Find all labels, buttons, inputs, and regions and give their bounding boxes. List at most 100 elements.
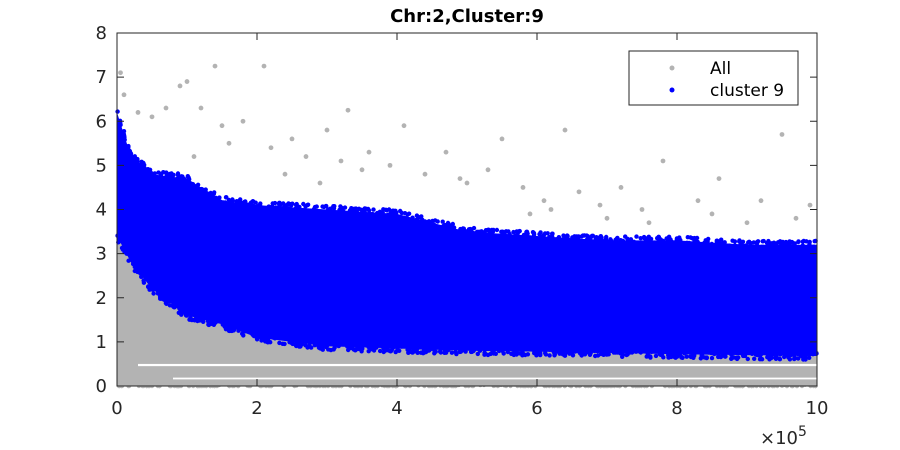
scatter-point: [727, 243, 732, 248]
scatter-point: [286, 206, 292, 211]
scatter-point: [380, 383, 385, 388]
scatter-point: [407, 343, 412, 348]
x-tick-label: 10: [806, 398, 829, 419]
scatter-point: [632, 348, 637, 353]
scatter-point: [511, 229, 516, 235]
scatter-point: [739, 351, 745, 356]
scatter-point: [290, 341, 295, 347]
scatter-point: [782, 354, 787, 360]
scatter-point: [449, 350, 455, 355]
scatter-point: [619, 351, 625, 356]
x-tick-label: 2: [251, 398, 262, 419]
scatter-point: [458, 349, 463, 354]
scatter-point: [332, 204, 337, 209]
scatter-point: [659, 352, 665, 357]
scatter-point: [149, 174, 154, 179]
scatter-point: [629, 240, 635, 245]
scatter-point: [301, 337, 306, 342]
scatter-point: [755, 239, 761, 244]
scatter-point: [254, 337, 260, 342]
scatter-point: [145, 167, 151, 172]
scatter-point: [294, 343, 299, 349]
scatter-point: [499, 136, 505, 142]
scatter-point: [377, 211, 383, 216]
scatter-point: [122, 134, 127, 139]
scatter-point: [305, 345, 310, 350]
y-tick-label: 8: [96, 23, 107, 44]
scatter-point: [154, 175, 159, 180]
scatter-point: [538, 352, 543, 358]
scatter-point: [346, 347, 351, 353]
scatter-point: [410, 215, 415, 220]
scatter-point: [505, 349, 510, 355]
scatter-point: [450, 226, 455, 231]
scatter-point: [793, 215, 799, 221]
scatter-point: [598, 241, 604, 247]
scatter-point: [242, 199, 247, 205]
scatter-point: [576, 189, 582, 195]
scatter-point: [604, 215, 610, 221]
scatter-point: [460, 231, 465, 236]
scatter-point: [205, 314, 210, 320]
scatter-point: [761, 238, 766, 244]
scatter-point: [341, 209, 346, 214]
scatter-point: [739, 240, 744, 245]
scatter-point: [171, 304, 176, 309]
scatter-point: [660, 158, 666, 164]
scatter-point: [163, 105, 169, 111]
scatter-point: [331, 347, 336, 352]
scatter-point: [677, 235, 682, 240]
scatter-point: [203, 187, 208, 192]
scatter-point: [727, 350, 733, 355]
scatter-point: [712, 243, 717, 248]
scatter-point: [570, 353, 576, 358]
scatter-point: [336, 343, 341, 349]
scatter-point: [118, 70, 123, 76]
scatter-point: [219, 123, 225, 129]
y-tick-label: 4: [96, 200, 107, 221]
scatter-point: [721, 243, 726, 248]
scatter-point: [576, 238, 582, 243]
scatter-point: [156, 170, 161, 175]
scatter-point: [616, 241, 621, 246]
scatter-point: [668, 237, 673, 242]
scatter-point: [213, 381, 218, 386]
scatter-point: [137, 380, 142, 385]
scatter-point: [716, 176, 722, 182]
scatter-point: [485, 167, 491, 173]
scatter-point: [618, 185, 624, 190]
scatter-point: [305, 203, 310, 208]
scatter-point: [720, 353, 725, 358]
scatter-point: [346, 210, 351, 216]
scatter-point: [354, 347, 359, 352]
scatter-point: [521, 233, 527, 238]
scatter-point: [190, 182, 196, 187]
scatter-point: [478, 382, 483, 388]
scatter-point: [693, 241, 698, 247]
legend: All cluster 9: [628, 50, 799, 106]
scatter-point: [323, 203, 329, 209]
scatter-point: [419, 214, 424, 219]
scatter-point: [370, 212, 375, 217]
y-tick-label: 6: [96, 111, 107, 132]
scatter-point: [237, 200, 242, 205]
scatter-point: [539, 234, 544, 239]
scatter-point: [471, 230, 476, 236]
scatter-point: [475, 351, 480, 357]
scatter-point: [495, 233, 501, 239]
scatter-point: [366, 349, 371, 354]
scatter-point: [433, 380, 439, 386]
scatter-point: [755, 352, 760, 358]
scatter-point: [588, 236, 593, 241]
scatter-point: [391, 381, 396, 386]
scatter-point: [309, 380, 315, 385]
scatter-point: [784, 350, 789, 356]
scatter-point: [690, 350, 696, 356]
scatter-point: [807, 355, 812, 360]
scatter-point: [460, 226, 466, 231]
scatter-point: [553, 347, 559, 352]
scatter-point: [199, 186, 204, 192]
scatter-point: [388, 211, 393, 216]
series-cluster-9: [115, 109, 819, 362]
scatter-point: [422, 171, 428, 177]
